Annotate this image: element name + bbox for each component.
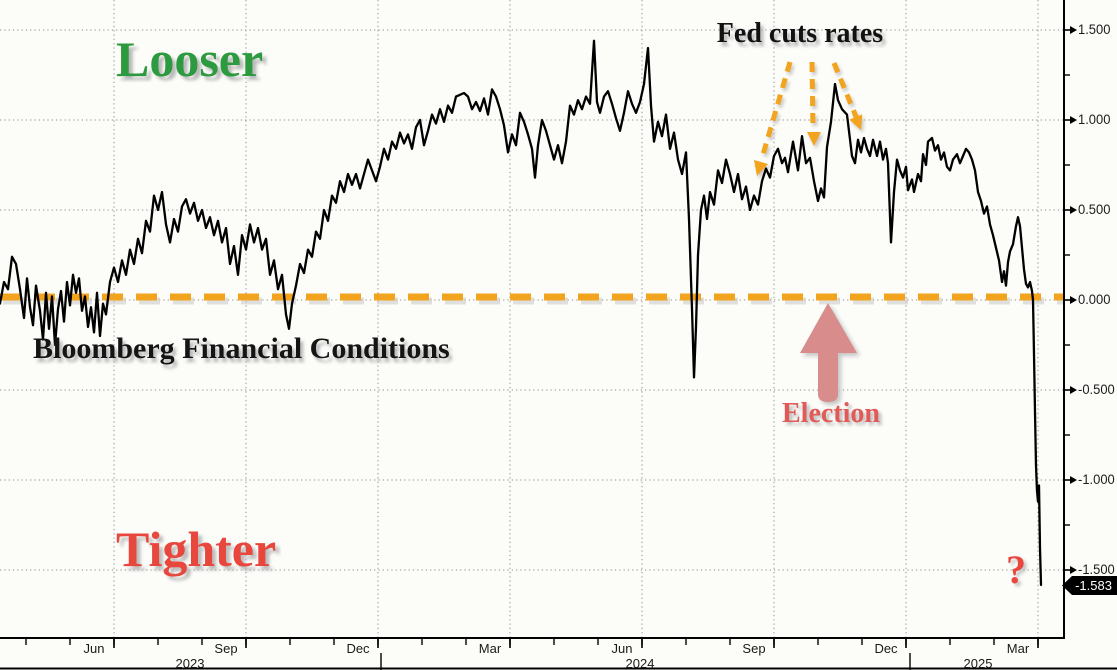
- y-axis-ticks: [1064, 26, 1077, 574]
- gridlines: [0, 0, 1064, 638]
- election-arrow: [800, 303, 857, 402]
- fed-cuts-arrows: [754, 61, 863, 176]
- zero-reference-dashed-line: [0, 293, 1064, 305]
- series-line: [0, 39, 1043, 587]
- x-axis-ticks: [25, 638, 1039, 670]
